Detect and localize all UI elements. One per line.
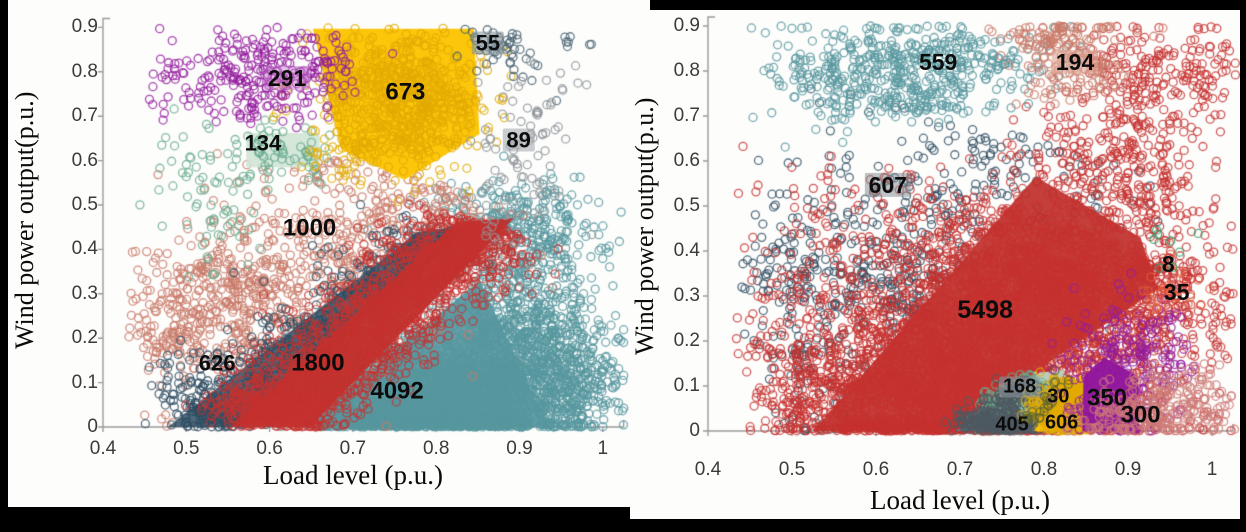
right-scatter-canvas — [630, 0, 1240, 519]
cluster-count-label: 673 — [385, 78, 426, 106]
cluster-count-label: 194 — [1051, 50, 1099, 74]
left-y-axis-label: Wind power output(p.u.) — [10, 91, 39, 349]
right-scatter-panel: Wind power output(p.u.) Load level (p.u.… — [630, 0, 1240, 519]
y-tick-label: 0.5 — [673, 195, 700, 216]
right-x-axis-label: Load level (p.u.) — [870, 485, 1050, 515]
x-tick-label: 0.4 — [89, 438, 117, 459]
x-tick-label: 0.9 — [1114, 459, 1142, 480]
y-tick-label: 0.2 — [71, 327, 98, 349]
y-tick-label: 0.3 — [673, 285, 700, 306]
y-tick-label: 0 — [689, 420, 700, 441]
cluster-count-label: 134 — [244, 130, 282, 156]
cluster-count-label: 606 — [1044, 411, 1079, 434]
y-tick-label: 0.4 — [71, 238, 98, 260]
y-tick-label: 0.2 — [673, 330, 700, 351]
y-tick-label: 0.8 — [673, 60, 700, 81]
y-tick-label: 0.3 — [71, 282, 98, 304]
cluster-count-label: 607 — [864, 173, 911, 197]
left-scatter-panel: Wind power output(p.u.) Load level (p.u.… — [8, 0, 630, 507]
cluster-count-label: 350 — [1086, 384, 1128, 412]
y-tick-label: 0.6 — [71, 149, 98, 171]
x-tick-label: 0.5 — [778, 459, 806, 480]
cluster-count-label: 1000 — [282, 214, 337, 242]
y-tick-label: 0 — [87, 416, 98, 437]
cluster-count-label: 626 — [198, 350, 236, 376]
cluster-count-label: 559 — [918, 48, 958, 75]
y-tick-label: 0.5 — [71, 194, 98, 215]
x-tick-label: 0.4 — [694, 459, 722, 480]
y-tick-label: 0.9 — [71, 16, 98, 38]
x-tick-label: 0.6 — [862, 459, 890, 480]
x-tick-label: 0.8 — [1030, 459, 1058, 480]
y-tick-label: 0.9 — [673, 15, 700, 36]
x-tick-label: 0.6 — [256, 438, 283, 459]
y-tick-label: 0.7 — [71, 105, 98, 127]
y-tick-label: 0.8 — [71, 60, 98, 82]
x-tick-label: 0.9 — [506, 438, 533, 459]
x-tick-label: 0.5 — [173, 438, 200, 459]
y-tick-label: 0.7 — [673, 105, 700, 126]
cluster-count-label: 405 — [995, 413, 1029, 436]
cluster-count-label: 55 — [471, 31, 505, 54]
cluster-count-label: 1800 — [291, 349, 345, 377]
x-tick-label: 1 — [1206, 459, 1218, 480]
y-tick-label: 0.1 — [71, 371, 98, 393]
cluster-count-label: 8 — [1161, 250, 1175, 277]
x-tick-label: 1 — [597, 438, 609, 459]
y-tick-label: 0.6 — [673, 150, 700, 171]
y-tick-label: 0.1 — [673, 375, 700, 396]
cluster-count-label: 30 — [1047, 385, 1070, 408]
left-scatter-canvas — [8, 0, 630, 507]
top-border-strip — [650, 0, 1246, 10]
left-x-axis-label: Load level (p.u.) — [263, 460, 443, 490]
cluster-count-label: 291 — [263, 66, 311, 90]
x-tick-label: 0.8 — [422, 438, 450, 459]
cluster-count-label: 35 — [1163, 278, 1190, 305]
cluster-count-label: 89 — [502, 129, 535, 152]
x-tick-label: 0.7 — [339, 438, 367, 459]
cluster-count-label: 5498 — [957, 295, 1013, 324]
cluster-count-label: 4092 — [370, 377, 424, 405]
cluster-count-label: 300 — [1120, 401, 1161, 429]
cluster-count-label: 168 — [998, 376, 1041, 398]
y-tick-label: 0.4 — [673, 240, 700, 261]
x-tick-label: 0.7 — [946, 459, 974, 480]
